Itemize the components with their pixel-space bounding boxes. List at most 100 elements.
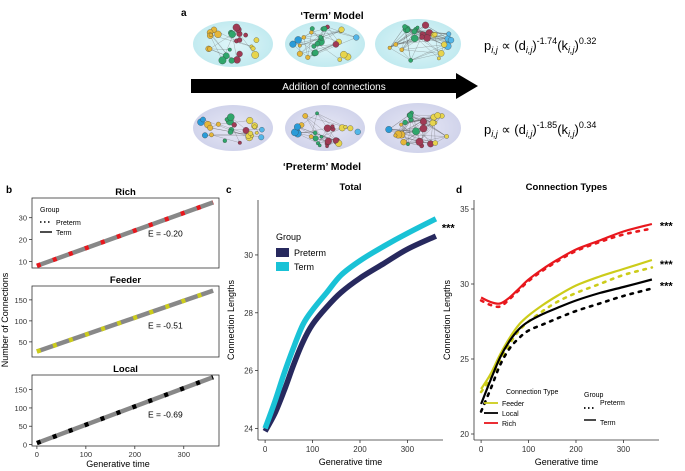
brain-node bbox=[419, 124, 428, 133]
brain-node bbox=[343, 125, 348, 130]
x-tick-label: 300 bbox=[617, 445, 631, 454]
brain-node bbox=[258, 134, 265, 141]
brain-node bbox=[202, 132, 208, 139]
y-tick-label: 20 bbox=[19, 236, 27, 245]
significance-marker: *** bbox=[660, 281, 674, 293]
y-tick-label: 10 bbox=[19, 257, 27, 266]
y-tick-label: 150 bbox=[14, 386, 27, 395]
x-tick-label: 200 bbox=[569, 445, 583, 454]
y-tick-label: 30 bbox=[460, 280, 469, 289]
brain-node bbox=[408, 58, 413, 63]
x-tick-label: 200 bbox=[353, 445, 367, 454]
brain-node bbox=[321, 25, 328, 32]
brain-edge bbox=[303, 37, 309, 58]
brain-node bbox=[243, 32, 248, 38]
panel-a-letter: a bbox=[181, 8, 187, 19]
brain-node bbox=[402, 119, 408, 126]
legend-title: Group bbox=[40, 207, 60, 214]
brain-node bbox=[446, 31, 452, 37]
x-tick-label: 300 bbox=[177, 450, 190, 459]
brain-node bbox=[254, 131, 259, 135]
brain-node bbox=[227, 113, 235, 121]
x-tick-label: 100 bbox=[522, 445, 536, 454]
legend-key-term bbox=[276, 262, 289, 271]
brain-node bbox=[309, 30, 314, 35]
brain-edge bbox=[202, 119, 250, 138]
brain-node bbox=[308, 134, 314, 139]
brain-node bbox=[311, 43, 317, 49]
brain-node bbox=[407, 112, 414, 119]
brain-node bbox=[447, 37, 455, 44]
legend-title: Group bbox=[276, 232, 301, 242]
series-rich-term bbox=[480, 222, 653, 305]
preterm-brain-2 bbox=[285, 105, 365, 151]
series-local-preterm bbox=[479, 287, 654, 413]
brain-edge bbox=[410, 53, 442, 61]
panel-c-letter: c bbox=[226, 185, 232, 196]
arrow-head bbox=[456, 73, 478, 99]
legend-key-preterm bbox=[276, 248, 289, 257]
brain-node bbox=[404, 27, 411, 33]
brain-edge bbox=[209, 34, 233, 50]
brain-edge bbox=[389, 47, 411, 61]
legend-label-term: Term bbox=[600, 420, 616, 427]
brain-edge bbox=[229, 121, 241, 143]
brain-node bbox=[399, 122, 404, 127]
brain-edge bbox=[311, 32, 339, 43]
chart-title: Total bbox=[340, 182, 362, 193]
brain-node bbox=[222, 138, 227, 143]
brain-node bbox=[437, 50, 445, 57]
brain-node bbox=[236, 50, 243, 57]
x-tick-label: 100 bbox=[306, 445, 320, 454]
brain-node bbox=[305, 54, 311, 60]
y-axis-title: Connection Lengths bbox=[442, 279, 452, 360]
brain-node bbox=[253, 37, 260, 43]
preterm-brain-1 bbox=[193, 105, 273, 151]
brain-node bbox=[419, 118, 427, 126]
brain-node bbox=[250, 46, 256, 51]
brain-network bbox=[197, 113, 265, 145]
brain-node bbox=[200, 116, 206, 123]
brain-edge bbox=[322, 28, 357, 38]
brain-edge bbox=[395, 38, 449, 45]
y-tick-label: 100 bbox=[14, 317, 27, 326]
term-brain-2 bbox=[285, 21, 365, 67]
brain-node bbox=[411, 28, 418, 35]
series-preterm bbox=[262, 233, 438, 433]
brain-node bbox=[227, 129, 234, 135]
y-tick-label: 50 bbox=[19, 422, 27, 431]
series-term bbox=[262, 216, 438, 430]
brain-edge bbox=[410, 45, 448, 61]
addition-arrow: Addition of connections bbox=[191, 73, 478, 99]
brain-node bbox=[296, 50, 303, 57]
panel-b-letter: b bbox=[6, 185, 12, 196]
brain-edge bbox=[407, 29, 440, 59]
x-tick-label: 200 bbox=[129, 450, 142, 459]
brain-node bbox=[319, 134, 324, 139]
brain-node bbox=[415, 25, 420, 30]
significance-marker: *** bbox=[660, 221, 674, 233]
brain-edge bbox=[419, 115, 443, 142]
brain-edge bbox=[317, 43, 340, 60]
y-tick-label: 35 bbox=[460, 205, 469, 214]
brain-node bbox=[314, 41, 321, 47]
brain-edge bbox=[210, 35, 223, 61]
brain-node bbox=[325, 144, 329, 149]
brain-node bbox=[297, 43, 302, 48]
brain-node bbox=[215, 121, 221, 127]
y-tick-label: 0 bbox=[23, 441, 27, 450]
brain-node bbox=[242, 127, 250, 134]
elasticity-annotation: E = -0.20 bbox=[148, 229, 183, 239]
legend-label-local: Local bbox=[502, 411, 519, 418]
y-tick-label: 20 bbox=[460, 430, 469, 439]
brain-node bbox=[444, 134, 449, 139]
brain-node bbox=[338, 26, 345, 33]
brain-edge bbox=[316, 113, 333, 127]
feeder-subplot: Feeder 50 100 150 E = -0.51 bbox=[14, 275, 220, 358]
subplot-title: Local bbox=[113, 364, 138, 375]
brain-node bbox=[207, 46, 213, 52]
brain-edge bbox=[389, 29, 408, 48]
brain-edge bbox=[211, 134, 240, 143]
brain-node bbox=[312, 135, 319, 142]
